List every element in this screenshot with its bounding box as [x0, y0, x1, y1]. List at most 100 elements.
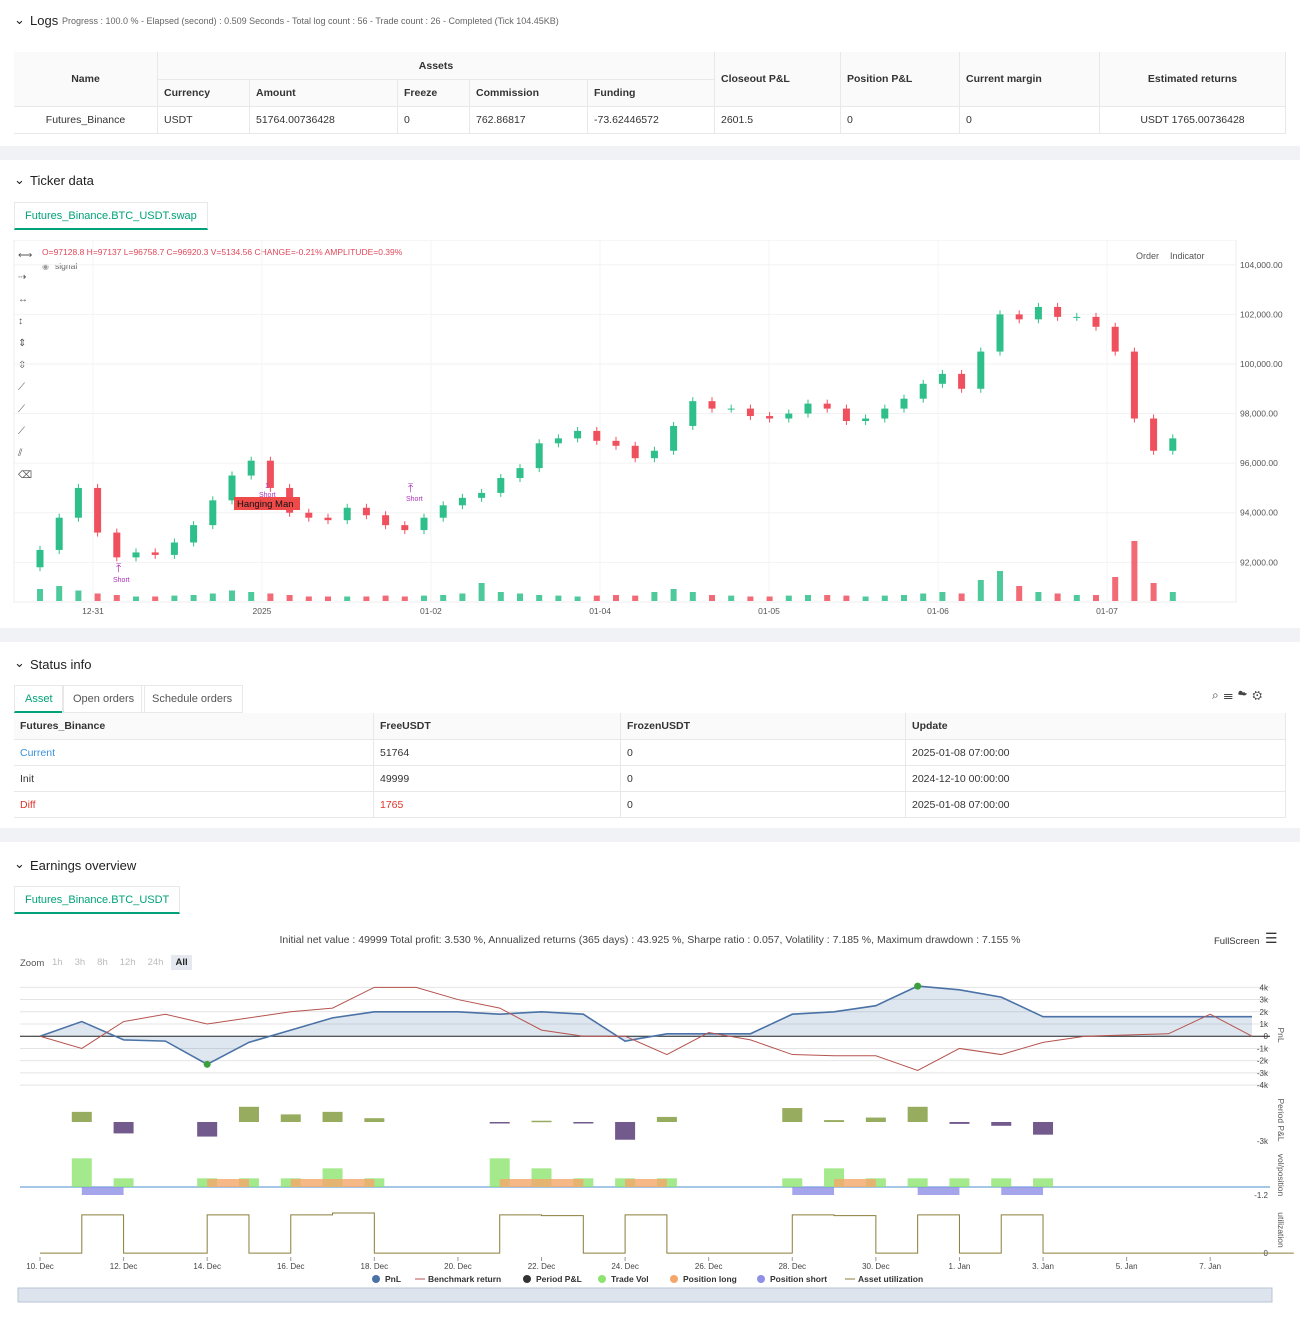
- x-tick-label: 14. Dec: [193, 1262, 221, 1271]
- arrow: ⤒: [116, 561, 122, 575]
- volume-bar: [593, 595, 600, 601]
- volume-bar: [824, 595, 831, 601]
- volume-bar: [651, 592, 658, 601]
- chevron[interactable]: ⌄: [14, 856, 25, 871]
- candle: [958, 373, 966, 389]
- candle: [94, 487, 102, 533]
- bar: [71, 1111, 92, 1122]
- volume-bar: [958, 593, 965, 601]
- fullscreen[interactable]: FullScreen: [1214, 936, 1260, 947]
- bar: [625, 1179, 667, 1187]
- candle: [708, 401, 716, 409]
- status-tab[interactable]: Asset: [14, 685, 64, 713]
- chevron[interactable]: ⌄: [14, 12, 25, 27]
- zoom-button[interactable]: 1h: [52, 957, 63, 968]
- candle: [574, 430, 582, 439]
- y-tick-label: 96,000.00: [1240, 458, 1278, 468]
- menu-icon[interactable]: ☰: [1265, 930, 1278, 946]
- zoom-button[interactable]: 3h: [74, 957, 86, 968]
- volume-bar: [56, 586, 63, 601]
- table-header: Name: [14, 52, 158, 107]
- volume-bar: [997, 571, 1003, 601]
- x-tick-label: 01-04: [589, 606, 611, 616]
- volume-bar: [401, 596, 408, 601]
- bar: [782, 1108, 803, 1122]
- eye-icon: ◉: [42, 262, 49, 271]
- volume-bar: [901, 595, 907, 601]
- candle: [996, 314, 1004, 352]
- volume-bar: [209, 593, 216, 601]
- chevron[interactable]: ⌄: [14, 655, 25, 670]
- volume-bar: [939, 592, 946, 601]
- candle: [478, 492, 486, 498]
- table-cell: Futures_Binance: [14, 107, 158, 134]
- chart-button[interactable]: Order: [1136, 251, 1159, 261]
- candle: [689, 401, 697, 426]
- chevron[interactable]: ⌄: [14, 172, 25, 187]
- bar: [865, 1117, 886, 1122]
- zoom-button[interactable]: 12h: [119, 957, 136, 968]
- table-cell: USDT 1765.00736428: [1100, 107, 1286, 134]
- legend-label[interactable]: Trade Vol: [611, 1274, 649, 1284]
- volume-bar: [728, 595, 735, 601]
- volume-bar: [632, 595, 639, 601]
- chart-button[interactable]: Indicator: [1170, 251, 1205, 261]
- status-cell: 2025-01-08 07:00:00: [906, 792, 1286, 818]
- volume-bar: [190, 595, 197, 601]
- legend-label[interactable]: Benchmark return: [428, 1274, 501, 1284]
- bar: [489, 1121, 510, 1124]
- volume-bar: [1073, 595, 1080, 601]
- status-cell: 0: [621, 792, 906, 818]
- candle: [420, 517, 428, 531]
- legend-label[interactable]: Position long: [683, 1274, 737, 1284]
- legend-label[interactable]: Asset utilization: [858, 1274, 923, 1284]
- legend-label[interactable]: Period P&L: [536, 1274, 582, 1284]
- bar: [656, 1116, 677, 1122]
- bar: [364, 1118, 385, 1122]
- x-tick-label: 5. Jan: [1116, 1262, 1138, 1271]
- x-tick-label: 28. Dec: [778, 1262, 806, 1271]
- pnl-area: [40, 986, 1252, 1065]
- tool-icon: ⇕: [18, 338, 26, 349]
- legend-label[interactable]: Position short: [770, 1274, 827, 1284]
- candle: [497, 478, 505, 493]
- bar: [573, 1178, 594, 1187]
- status-cell: Init: [14, 766, 374, 792]
- zoom-button[interactable]: 8h: [97, 957, 108, 968]
- status-icons: ⌕☰☁⚙: [1212, 688, 1268, 702]
- legend-label[interactable]: PnL: [385, 1274, 401, 1284]
- volume-bar: [267, 593, 274, 601]
- earnings-tab[interactable]: Futures_Binance.BTC_USDT: [14, 886, 181, 914]
- candle-chart: O=97128.8 H=97137 L=96758.7 C=96920.3 V=…: [13, 240, 1283, 616]
- volume-bar: [37, 589, 43, 601]
- axis-title: Period P&L: [1276, 1099, 1286, 1142]
- volume-bar: [1150, 583, 1157, 601]
- bar: [238, 1106, 259, 1122]
- y-tick-label: -1k: [1257, 1044, 1269, 1053]
- zoom-button[interactable]: All: [171, 955, 192, 970]
- volume-bar: [382, 595, 389, 601]
- bar: [907, 1178, 928, 1187]
- y-tick-label: 4k: [1260, 983, 1269, 992]
- volume-bar: [709, 595, 715, 601]
- status-tab[interactable]: Schedule orders: [141, 685, 244, 713]
- bar: [991, 1178, 1012, 1187]
- status-header: FrozenUSDT: [621, 713, 906, 740]
- x-tick-label: 20. Dec: [444, 1262, 472, 1271]
- status-cell: Diff: [14, 792, 374, 818]
- tool-icon: ⟋: [18, 382, 25, 393]
- chart-frame: [13, 240, 1237, 603]
- y-tick-label: 3k: [1260, 996, 1269, 1005]
- zoom-button[interactable]: 24h: [147, 957, 164, 968]
- signal-label: signal: [55, 261, 77, 271]
- y-tick-label: -3k: [1257, 1069, 1269, 1078]
- table-header: Estimated returns: [1100, 52, 1286, 107]
- status-tab[interactable]: Open orders: [62, 685, 146, 713]
- candle: [228, 475, 236, 501]
- volume-bar: [613, 595, 619, 601]
- ticker-tab[interactable]: Futures_Binance.BTC_USDT.swap: [14, 202, 208, 230]
- tool-icon: ⇳: [18, 360, 26, 371]
- bar: [290, 1179, 333, 1187]
- candle: [1073, 316, 1081, 318]
- volume-bar: [305, 596, 312, 601]
